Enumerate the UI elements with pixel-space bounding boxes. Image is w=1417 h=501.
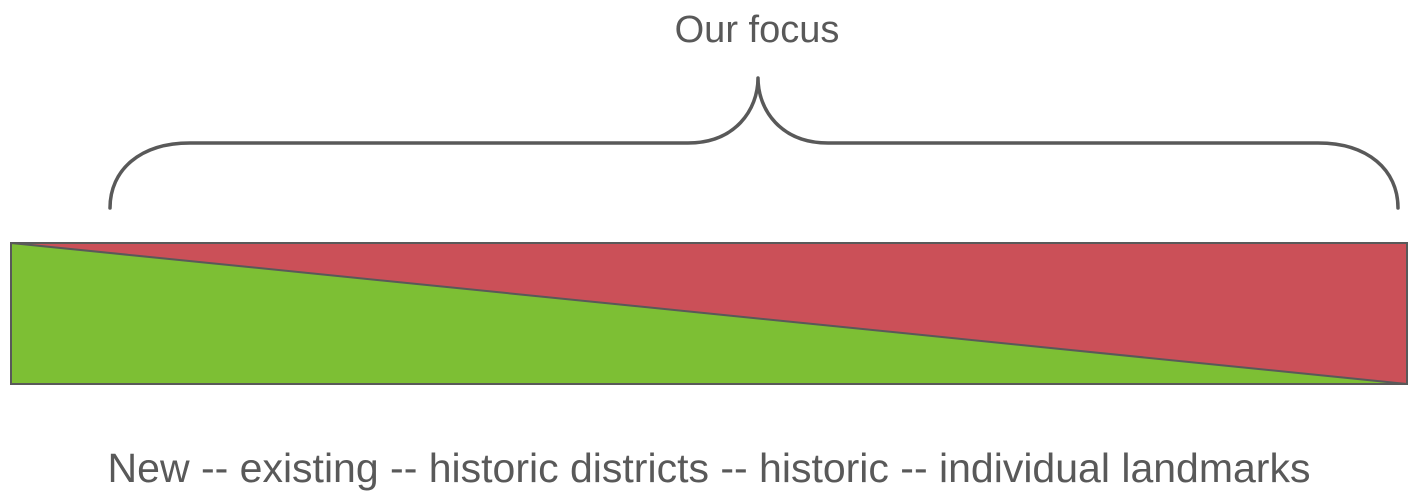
spectrum-label: New -- existing -- historic districts --… [108,445,1311,491]
spectrum-bar [10,242,1408,385]
focus-label: Our focus [675,9,840,51]
focus-brace [108,76,1400,210]
diagonal-divider [10,242,1408,385]
bar-outline [10,242,1408,385]
